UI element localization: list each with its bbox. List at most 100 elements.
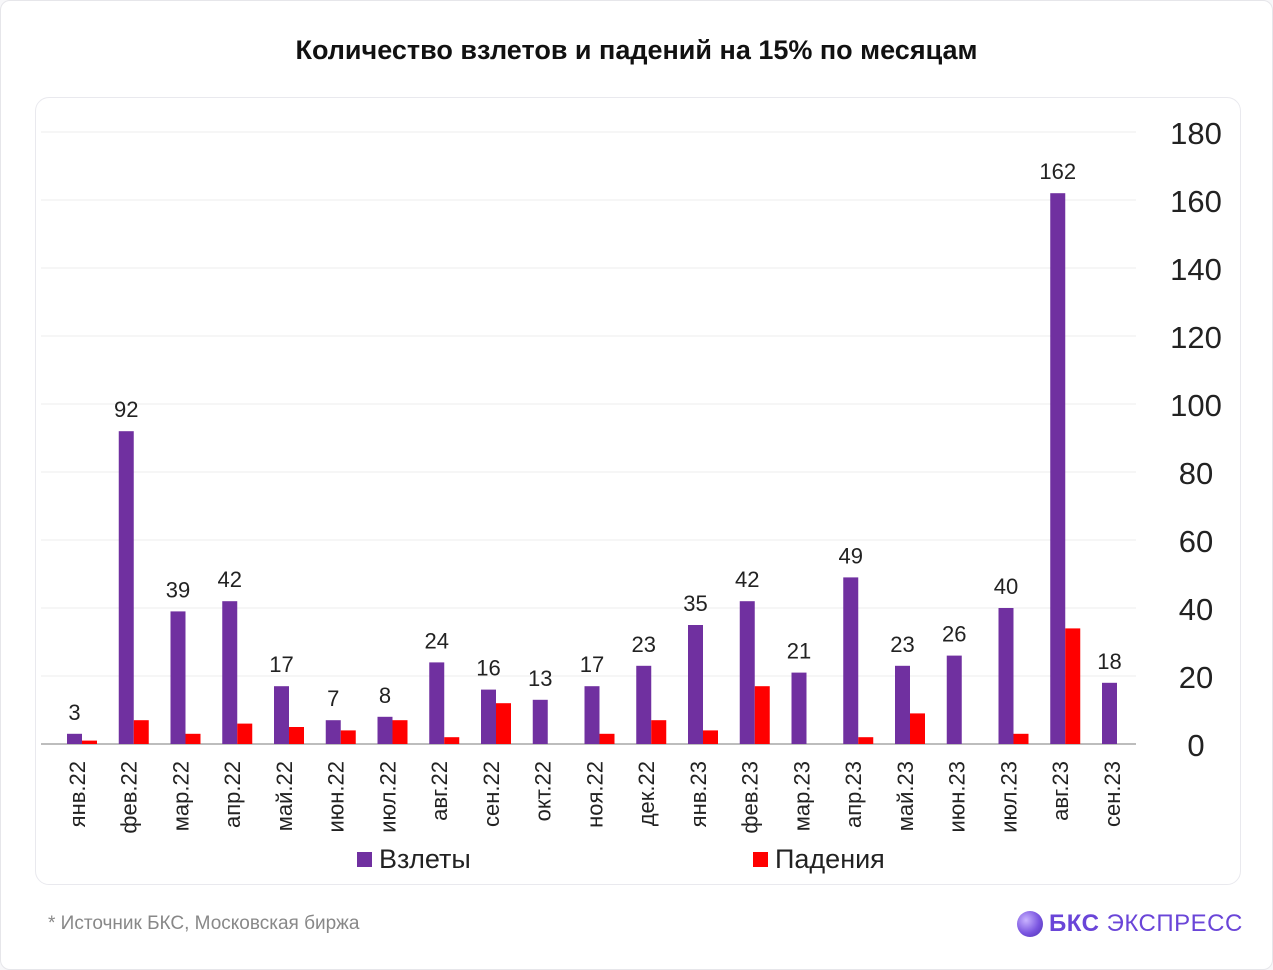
legend-label-vzlety: Взлеты [379,844,471,874]
bar-vzlety [1050,193,1066,744]
bar-vzlety [67,733,82,744]
x-tick-label: май.23 [893,761,918,831]
data-label: 42 [218,567,242,592]
data-label: 3 [68,700,80,725]
chart-title: Количество взлетов и падений на 15% по м… [295,35,978,65]
data-labels: 3 92 39 42 17 7 8 24 16 13 17 23 35 42 21 49 23 26 40 162 18 [68,159,1121,725]
bar-padeniya [82,740,97,744]
data-label: 23 [890,632,914,657]
bar-vzlety [895,665,910,744]
x-tick-label: авг.22 [427,761,452,821]
bar-vzlety [946,655,962,744]
bar-vzlety [170,611,186,744]
x-tick-label: фев.23 [738,761,763,834]
data-label: 40 [994,574,1018,599]
y-axis-ticks: 0 20 40 60 80 100 120 140 160 180 [1170,116,1222,763]
bar-vzlety [1102,682,1117,744]
x-tick-label: ноя.22 [582,761,607,828]
x-tick-label: янв.23 [686,761,711,827]
x-tick-label: апр.23 [841,761,866,828]
bar-vzlety [998,608,1014,744]
bar-padeniya [392,720,408,744]
data-label: 39 [166,577,190,602]
bar-vzlety [481,689,496,744]
bar-vzlety [222,601,238,744]
bar-vzlety [688,625,703,744]
data-label: 92 [114,397,138,422]
x-tick-label: мар.23 [789,761,814,831]
chart-card [35,97,1241,885]
x-tick-label: окт.22 [531,761,556,821]
y-tick-label: 160 [1170,184,1222,219]
bar-padeniya [340,730,356,744]
bar-padeniya [910,713,925,744]
data-label: 7 [327,686,339,711]
x-tick-label: мар.22 [168,761,193,831]
x-tick-label: дек.22 [634,761,659,826]
data-label: 26 [942,622,966,647]
data-label: 35 [683,591,707,616]
legend-swatch-vzlety [357,852,372,867]
data-label: 17 [580,652,604,677]
bar-vzlety [791,672,807,744]
x-tick-label: апр.22 [220,761,245,828]
data-label: 42 [735,567,759,592]
x-tick-label: июл.23 [996,761,1021,833]
logo-text: БКС ЭКСПРЕСС [1049,910,1243,938]
legend-label-padeniya: Падения [775,844,885,874]
x-axis-labels: янв.22 фев.22 мар.22 апр.22 май.22 июн.22 июл.… [65,761,1125,834]
x-tick-label: сен.23 [1100,761,1125,827]
bar-vzlety [274,686,289,744]
logo-product: ЭКСПРЕСС [1106,910,1243,937]
y-tick-label: 60 [1179,524,1213,559]
y-tick-label: 20 [1179,660,1213,695]
bar-vzlety [584,686,600,744]
bar-padeniya [754,686,770,744]
data-label: 17 [269,652,293,677]
bar-vzlety [325,720,341,744]
bar-padeniya [289,727,304,744]
y-tick-label: 80 [1179,456,1213,491]
x-tick-label: май.22 [272,761,297,831]
bar-padeniya [1013,733,1029,744]
y-tick-label: 120 [1170,320,1222,355]
y-tick-label: 180 [1170,116,1222,151]
x-tick-label: авг.23 [1048,761,1073,821]
bar-padeniya [651,720,667,744]
data-label: 16 [476,656,500,681]
bar-padeniya [1065,628,1081,744]
bar-vzlety [843,577,859,744]
logo-circle-icon [1017,911,1043,937]
logo-brand: БКС [1049,910,1100,937]
bars [67,193,1117,744]
bar-padeniya [185,733,201,744]
data-label: 13 [528,666,552,691]
grid-lines [41,131,1136,745]
bar-padeniya [496,703,511,744]
data-label: 24 [425,628,449,653]
y-tick-label: 40 [1179,592,1213,627]
bar-vzlety [532,699,548,744]
x-tick-label: янв.22 [65,761,90,827]
bar-padeniya [237,723,253,744]
bar-padeniya [599,733,615,744]
logo: БКС ЭКСПРЕСС [1017,909,1243,939]
bar-vzlety [636,665,652,744]
y-tick-label: 100 [1170,388,1222,423]
bar-padeniya [858,737,874,744]
bar-padeniya [444,737,460,744]
bar-vzlety [739,601,755,744]
source-footnote: * Источник БКС, Московская биржа [48,913,360,934]
data-label: 8 [379,683,391,708]
legend: Взлеты Падения [357,844,885,874]
data-label: 23 [632,632,656,657]
data-label: 49 [839,543,863,568]
x-tick-label: июн.23 [945,761,970,833]
y-tick-label: 0 [1187,728,1204,763]
x-tick-label: сен.22 [479,761,504,827]
bar-vzlety [377,716,393,744]
legend-swatch-padeniya [753,852,768,867]
x-tick-label: фев.22 [117,761,142,834]
